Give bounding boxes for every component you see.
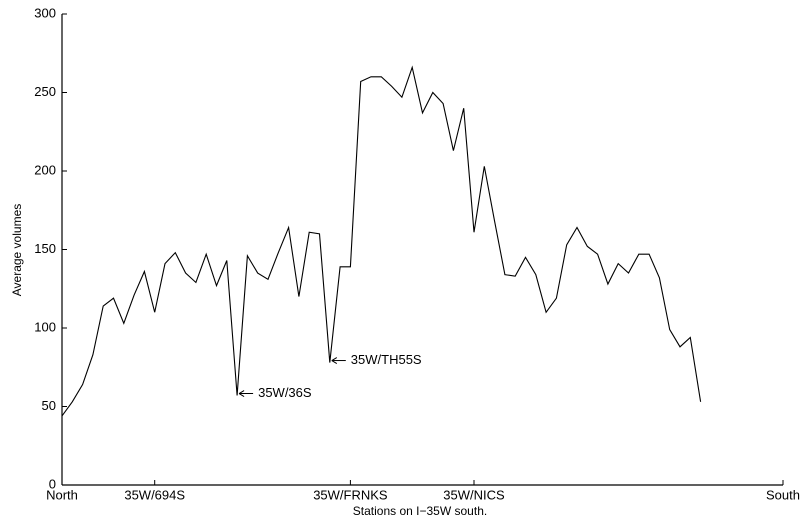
x-tick-label: 35W/FRNKS <box>313 487 388 502</box>
x-tick-label: 35W/NICS <box>443 487 505 502</box>
y-tick-label: 250 <box>34 84 56 99</box>
y-tick-label: 150 <box>34 241 56 256</box>
y-tick-label: 300 <box>34 5 56 20</box>
annotation: 35W/TH55S <box>351 352 422 367</box>
annotation: 35W/36S <box>258 385 312 400</box>
x-tick-label: South <box>766 487 800 502</box>
x-axis-label: Stations on I−35W south. <box>353 504 487 518</box>
y-tick-label: 100 <box>34 319 56 334</box>
annotation-arrowhead <box>238 390 245 397</box>
y-tick-label: 200 <box>34 162 56 177</box>
data-line <box>61 65 702 417</box>
annotation-arrowhead <box>331 357 338 364</box>
x-tick-label: 35W/694S <box>124 487 185 502</box>
y-tick-label: 0 <box>49 476 56 491</box>
y-tick-label: 50 <box>42 398 56 413</box>
y-axis-label: Average volumes <box>10 204 24 297</box>
x-tick-label: North <box>46 487 78 502</box>
